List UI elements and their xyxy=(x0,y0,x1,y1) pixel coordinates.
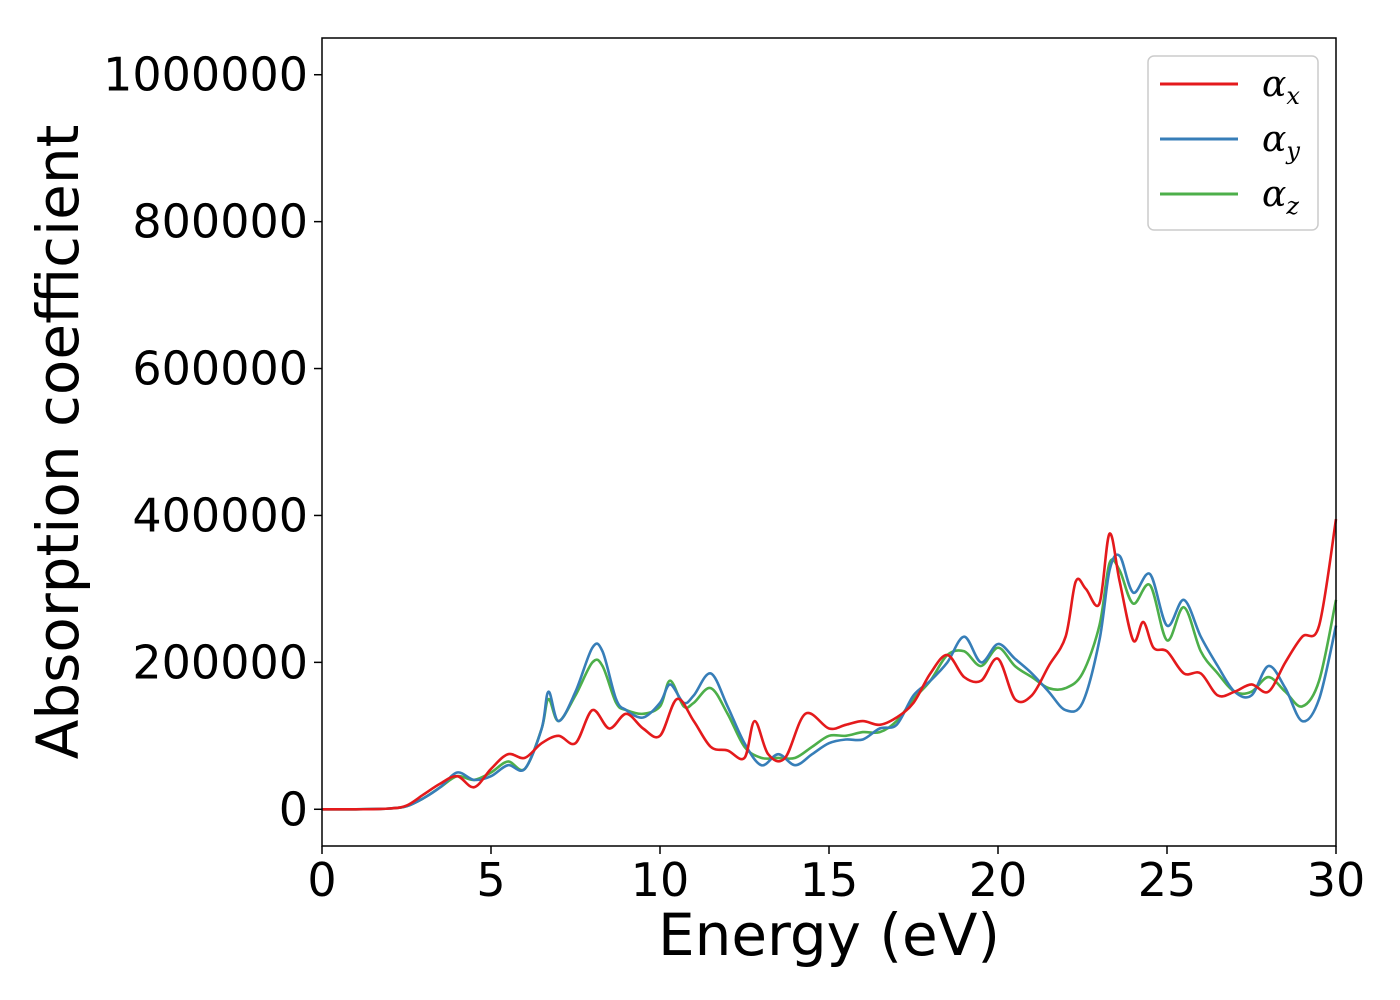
series-line-x xyxy=(321,518,1338,811)
series-line-z xyxy=(321,558,1338,811)
y-tick-label: 400000 xyxy=(132,488,308,542)
x-tick-label: 15 xyxy=(800,853,859,907)
y-tick-label: 200000 xyxy=(132,635,308,689)
y-tick-label: 0 xyxy=(279,782,308,836)
series-line-y xyxy=(321,553,1338,811)
x-axis-title: Energy (eV) xyxy=(658,901,1000,969)
y-tick-label: 600000 xyxy=(132,342,308,396)
y-axis-title: Absorption coefficient xyxy=(24,125,92,760)
y-axis: 0 200000 400000 600000 800000 1000000 xyxy=(103,48,322,836)
x-tick-label: 5 xyxy=(476,853,505,907)
x-axis: 0 5 10 15 20 25 30 xyxy=(307,846,1365,907)
x-tick-label: 20 xyxy=(969,853,1028,907)
x-tick-label: 0 xyxy=(307,853,336,907)
y-tick-label: 1000000 xyxy=(103,48,308,102)
x-tick-label: 30 xyxy=(1307,853,1366,907)
legend-box xyxy=(1147,55,1319,231)
y-tick-label: 800000 xyxy=(132,195,308,249)
plot-lines xyxy=(321,518,1338,811)
x-tick-label: 10 xyxy=(631,853,690,907)
x-tick-label: 25 xyxy=(1138,853,1197,907)
legend-label-z: αz xyxy=(1262,174,1299,220)
